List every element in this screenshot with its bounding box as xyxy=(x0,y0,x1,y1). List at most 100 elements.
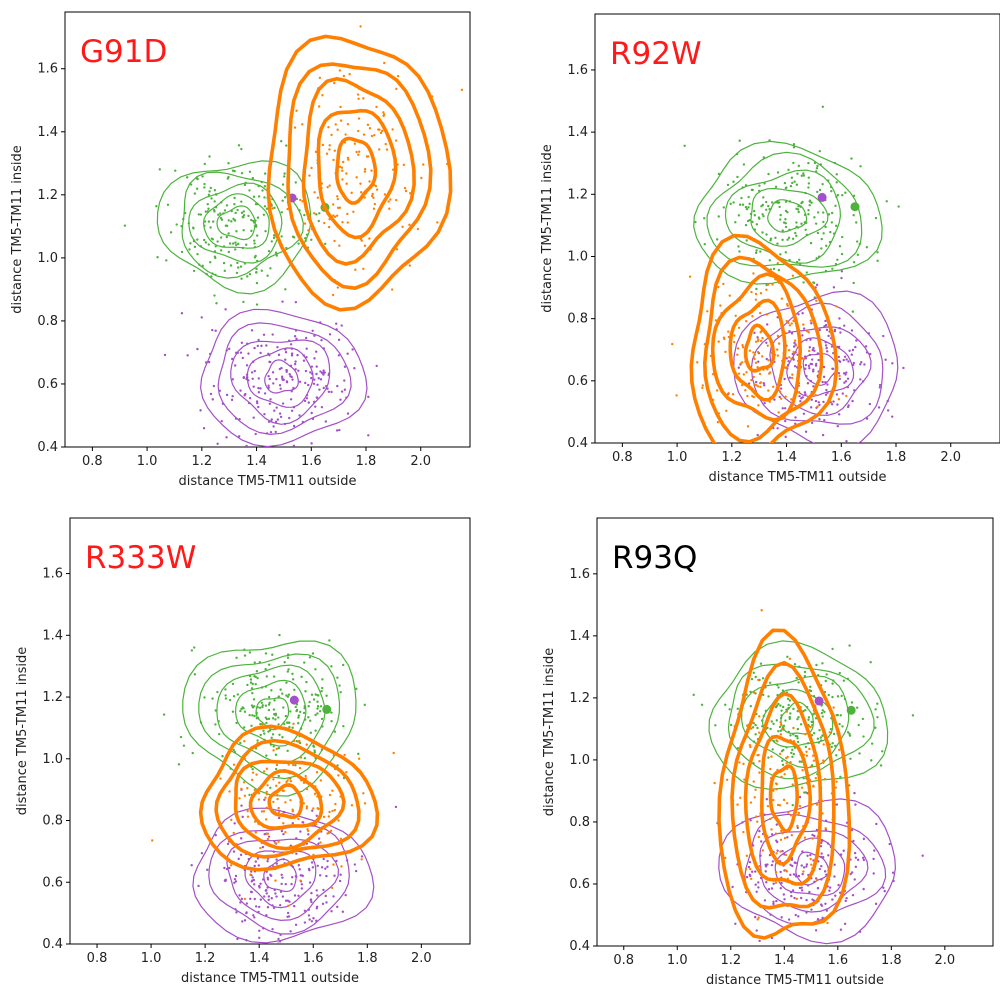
data-point xyxy=(257,405,260,409)
data-point xyxy=(874,902,878,906)
data-point xyxy=(282,378,285,381)
data-point xyxy=(270,736,273,740)
density-contour xyxy=(203,193,270,249)
data-point xyxy=(284,899,288,902)
data-point xyxy=(277,806,280,810)
data-point xyxy=(333,81,336,85)
reference-marker xyxy=(846,705,856,715)
data-point xyxy=(856,858,860,862)
data-point xyxy=(788,356,791,359)
data-point xyxy=(847,360,850,363)
data-point xyxy=(801,312,804,315)
data-point xyxy=(279,415,283,419)
data-point xyxy=(291,876,294,879)
data-point xyxy=(874,708,877,711)
data-point xyxy=(741,361,744,364)
data-point xyxy=(323,221,326,225)
data-point xyxy=(824,344,828,347)
data-point xyxy=(874,726,877,729)
data-point xyxy=(336,195,339,198)
data-point xyxy=(791,748,794,752)
data-point xyxy=(772,722,775,726)
data-point xyxy=(776,354,780,357)
data-point xyxy=(806,854,809,857)
data-point xyxy=(251,714,254,717)
data-point xyxy=(314,405,317,408)
data-point xyxy=(251,767,254,771)
data-point xyxy=(271,733,275,736)
y-tick-label: 1.6 xyxy=(42,567,63,582)
y-tick-label: 1.2 xyxy=(42,690,63,705)
data-point xyxy=(795,897,799,901)
data-point xyxy=(395,198,398,202)
data-point xyxy=(254,432,257,436)
data-point xyxy=(356,93,360,96)
data-point xyxy=(752,721,755,725)
data-point xyxy=(319,705,323,708)
data-point xyxy=(753,353,756,357)
data-point xyxy=(759,381,763,384)
data-point xyxy=(835,780,838,783)
data-point xyxy=(748,218,751,222)
data-point xyxy=(215,302,218,305)
data-point xyxy=(193,646,196,649)
data-point xyxy=(197,884,200,888)
data-point xyxy=(752,375,755,379)
data-point xyxy=(265,870,268,873)
data-point xyxy=(303,921,307,924)
data-point xyxy=(198,948,200,950)
data-point xyxy=(212,384,216,388)
data-point xyxy=(227,162,230,165)
density-contour xyxy=(182,640,357,797)
data-point xyxy=(757,338,760,341)
data-point xyxy=(790,376,794,380)
data-point xyxy=(817,957,819,959)
data-point xyxy=(188,248,191,251)
data-point xyxy=(855,221,858,224)
data-point xyxy=(748,202,751,206)
data-point xyxy=(305,355,308,359)
data-point xyxy=(791,274,795,277)
data-point xyxy=(759,331,762,334)
data-point xyxy=(283,175,286,178)
data-point xyxy=(807,716,811,719)
data-point xyxy=(836,258,839,261)
data-point xyxy=(784,419,787,423)
data-point xyxy=(333,730,337,733)
data-point xyxy=(841,725,844,728)
data-point xyxy=(293,904,296,908)
data-point xyxy=(268,701,271,704)
data-point xyxy=(253,239,256,242)
data-point xyxy=(792,350,795,354)
data-point xyxy=(246,809,249,813)
data-point xyxy=(241,920,244,923)
data-point xyxy=(862,887,865,891)
data-point xyxy=(838,671,841,675)
data-point xyxy=(304,381,307,385)
data-point xyxy=(284,882,287,886)
density-contour xyxy=(286,62,433,290)
data-point xyxy=(295,337,298,341)
data-point xyxy=(830,403,834,406)
data-point xyxy=(911,714,915,717)
data-point xyxy=(734,314,737,317)
data-point xyxy=(817,860,820,863)
data-point xyxy=(792,726,795,730)
data-point xyxy=(838,374,841,378)
data-point xyxy=(255,267,258,271)
data-point xyxy=(307,229,310,232)
data-point xyxy=(805,329,809,333)
data-point xyxy=(319,779,323,782)
data-point xyxy=(307,867,311,871)
data-point xyxy=(403,186,407,190)
data-point xyxy=(775,719,779,722)
data-point xyxy=(758,771,761,774)
y-axis-label: distance TM5-TM11 inside xyxy=(542,648,557,816)
data-point xyxy=(729,723,733,727)
data-point xyxy=(310,166,313,170)
data-point xyxy=(207,220,211,223)
data-point xyxy=(273,699,276,702)
y-tick-label: 0.6 xyxy=(567,374,588,389)
data-point xyxy=(800,958,802,960)
data-point xyxy=(177,763,181,766)
